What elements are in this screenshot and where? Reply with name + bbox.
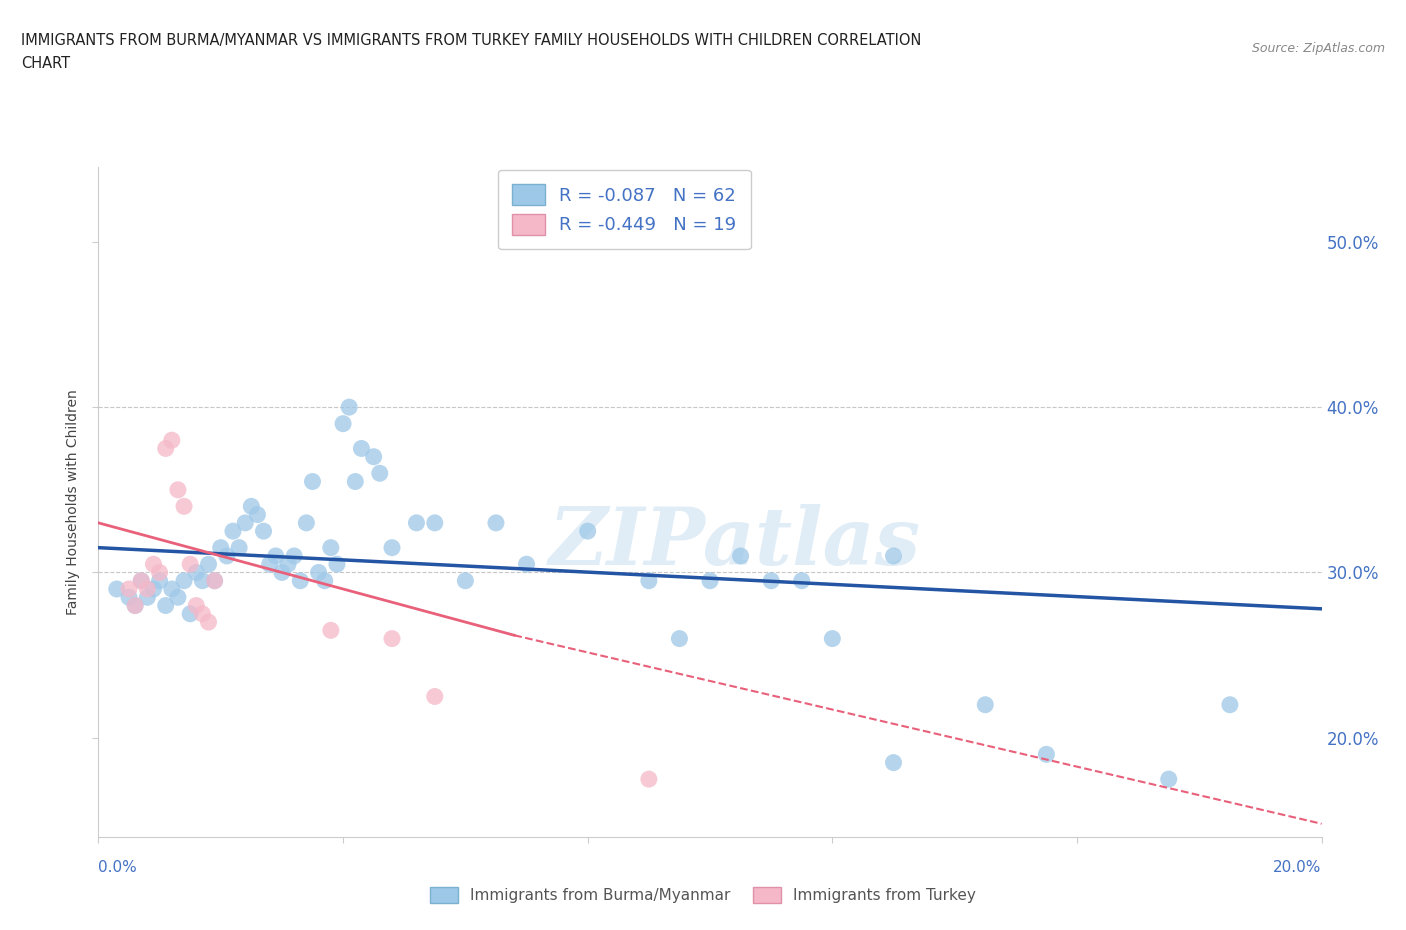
Point <box>883 755 905 770</box>
Point <box>259 557 281 572</box>
Point <box>326 557 349 572</box>
Point <box>155 598 177 613</box>
Point <box>423 689 446 704</box>
Point <box>264 549 287 564</box>
Point <box>167 590 190 604</box>
Text: CHART: CHART <box>21 56 70 71</box>
Point <box>332 417 354 432</box>
Point <box>337 400 360 415</box>
Point <box>576 524 599 538</box>
Point <box>142 557 165 572</box>
Point <box>186 598 208 613</box>
Point <box>191 606 214 621</box>
Point <box>699 573 721 588</box>
Point <box>215 549 238 564</box>
Point <box>1219 698 1241 712</box>
Point <box>149 573 172 588</box>
Point <box>155 441 177 456</box>
Text: 0.0%: 0.0% <box>98 860 138 875</box>
Point <box>319 623 342 638</box>
Point <box>308 565 330 580</box>
Point <box>821 631 844 646</box>
Point <box>344 474 367 489</box>
Point <box>363 449 385 464</box>
Point <box>883 549 905 564</box>
Point <box>136 590 159 604</box>
Point <box>228 540 250 555</box>
Point <box>637 573 661 588</box>
Point <box>381 540 404 555</box>
Point <box>637 772 661 787</box>
Point <box>240 498 263 513</box>
Point <box>270 565 292 580</box>
Point <box>136 581 159 596</box>
Point <box>319 540 342 555</box>
Point <box>350 441 373 456</box>
Point <box>423 515 446 530</box>
Point <box>295 515 318 530</box>
Point <box>368 466 391 481</box>
Text: Source: ZipAtlas.com: Source: ZipAtlas.com <box>1251 42 1385 55</box>
Point <box>204 573 226 588</box>
Point <box>1157 772 1180 787</box>
Point <box>179 557 201 572</box>
Point <box>252 524 274 538</box>
Point <box>204 573 226 588</box>
Point <box>405 515 427 530</box>
Text: IMMIGRANTS FROM BURMA/MYANMAR VS IMMIGRANTS FROM TURKEY FAMILY HOUSEHOLDS WITH C: IMMIGRANTS FROM BURMA/MYANMAR VS IMMIGRA… <box>21 33 921 47</box>
Legend: R = -0.087   N = 62, R = -0.449   N = 19: R = -0.087 N = 62, R = -0.449 N = 19 <box>498 170 751 249</box>
Point <box>105 581 128 596</box>
Point <box>290 573 312 588</box>
Point <box>173 573 195 588</box>
Point <box>790 573 813 588</box>
Point <box>186 565 208 580</box>
Text: 20.0%: 20.0% <box>1274 860 1322 875</box>
Point <box>118 581 141 596</box>
Point <box>381 631 404 646</box>
Legend: Immigrants from Burma/Myanmar, Immigrants from Turkey: Immigrants from Burma/Myanmar, Immigrant… <box>425 881 981 910</box>
Point <box>283 549 305 564</box>
Point <box>179 606 201 621</box>
Point <box>759 573 782 588</box>
Point <box>167 483 190 498</box>
Point <box>160 432 183 447</box>
Point <box>668 631 690 646</box>
Point <box>730 549 752 564</box>
Point <box>516 557 538 572</box>
Point <box>173 498 195 513</box>
Y-axis label: Family Households with Children: Family Households with Children <box>66 390 80 615</box>
Point <box>1035 747 1057 762</box>
Point <box>301 474 323 489</box>
Point <box>246 507 269 522</box>
Point <box>129 573 152 588</box>
Point <box>124 598 146 613</box>
Point <box>209 540 232 555</box>
Point <box>454 573 477 588</box>
Point <box>124 598 146 613</box>
Point <box>142 581 165 596</box>
Point <box>197 557 219 572</box>
Point <box>149 565 172 580</box>
Point <box>129 573 152 588</box>
Point <box>485 515 508 530</box>
Point <box>191 573 214 588</box>
Point <box>974 698 997 712</box>
Point <box>314 573 336 588</box>
Point <box>277 557 299 572</box>
Point <box>222 524 245 538</box>
Point <box>197 615 219 630</box>
Point <box>118 590 141 604</box>
Point <box>233 515 256 530</box>
Text: ZIPatlas: ZIPatlas <box>548 504 921 581</box>
Point <box>160 581 183 596</box>
